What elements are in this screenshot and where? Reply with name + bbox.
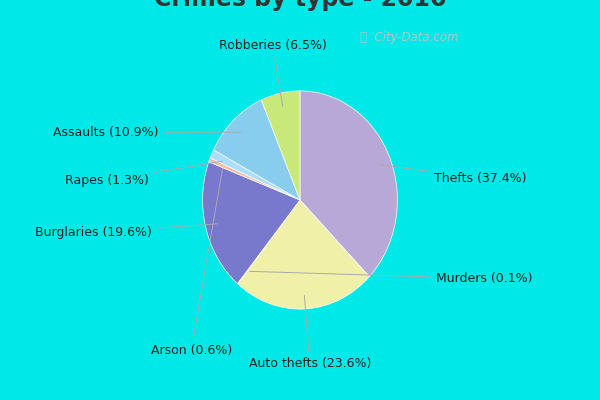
Text: Murders (0.1%): Murders (0.1%) bbox=[250, 271, 533, 285]
Wedge shape bbox=[209, 158, 300, 200]
Wedge shape bbox=[210, 150, 300, 200]
Wedge shape bbox=[262, 91, 300, 200]
Text: Rapes (1.3%): Rapes (1.3%) bbox=[65, 161, 222, 187]
Title: Crimes by type - 2016: Crimes by type - 2016 bbox=[154, 0, 446, 11]
Text: Thefts (37.4%): Thefts (37.4%) bbox=[379, 165, 527, 185]
Wedge shape bbox=[238, 200, 300, 284]
Text: Robberies (6.5%): Robberies (6.5%) bbox=[219, 38, 326, 106]
Text: Assaults (10.9%): Assaults (10.9%) bbox=[53, 126, 241, 139]
Wedge shape bbox=[214, 100, 300, 200]
Text: Burglaries (19.6%): Burglaries (19.6%) bbox=[35, 224, 217, 239]
Wedge shape bbox=[203, 162, 300, 284]
Text: Arson (0.6%): Arson (0.6%) bbox=[151, 169, 232, 357]
Wedge shape bbox=[300, 91, 397, 277]
Text: Auto thefts (23.6%): Auto thefts (23.6%) bbox=[248, 295, 371, 370]
Wedge shape bbox=[238, 200, 370, 309]
Text: ⓘ  City-Data.com: ⓘ City-Data.com bbox=[361, 31, 459, 44]
